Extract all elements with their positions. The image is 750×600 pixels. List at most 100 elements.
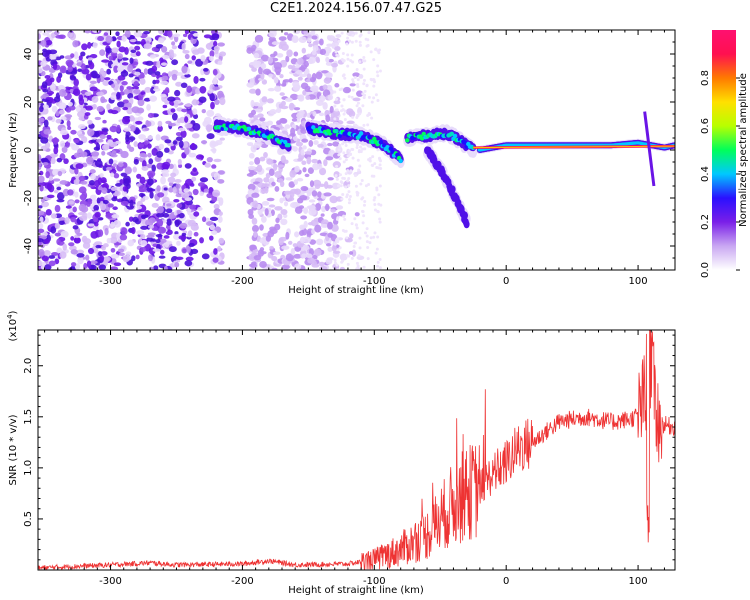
spectrogram-noise-blob bbox=[58, 102, 67, 110]
spectrogram-noise-blob bbox=[355, 267, 359, 270]
spectrogram-noise-blob bbox=[367, 182, 371, 186]
spectrogram-noise-blob bbox=[168, 186, 174, 193]
spectrogram-noise-blob bbox=[192, 167, 197, 172]
spectrogram-noise-blob bbox=[40, 39, 47, 47]
spectrogram-noise-blob bbox=[364, 37, 368, 41]
spectrogram-noise-blob bbox=[161, 75, 169, 81]
spectrogram-noise-blob bbox=[99, 131, 108, 136]
spectrogram-noise-blob bbox=[315, 238, 324, 246]
spectrogram-noise-blob bbox=[273, 76, 279, 84]
spectrogram-noise-blob bbox=[348, 198, 352, 202]
spectrogram-noise-blob bbox=[73, 78, 79, 87]
spectrogram-noise-blob bbox=[77, 68, 83, 72]
spectrogram-noise-blob bbox=[350, 222, 354, 226]
spectrogram-noise-blob bbox=[147, 143, 152, 149]
spectrogram-noise-blob bbox=[288, 102, 295, 111]
spectrogram-noise-blob bbox=[95, 244, 102, 249]
spectrogram-noise-blob bbox=[311, 50, 317, 56]
spectrogram-noise-blob bbox=[158, 30, 165, 35]
spectrogram-noise-blob bbox=[349, 83, 356, 87]
spectrogram-noise-blob bbox=[361, 104, 365, 108]
spectrogram-noise-blob bbox=[156, 150, 164, 158]
spectrogram-noise-blob bbox=[368, 241, 372, 245]
spectrogram-noise-blob bbox=[156, 60, 161, 69]
spectrogram-noise-blob bbox=[313, 140, 319, 145]
spectrogram-noise-blob bbox=[39, 170, 44, 176]
spectrogram-noise-blob bbox=[123, 127, 131, 132]
snr-frame bbox=[37, 329, 676, 571]
spectrogram-noise-blob bbox=[110, 253, 120, 259]
spectrogram-noise-blob bbox=[370, 116, 374, 120]
spectrogram-noise-blob bbox=[126, 107, 133, 115]
spectrogram-noise-blob bbox=[43, 129, 52, 135]
spectrogram-noise-blob bbox=[358, 34, 362, 38]
spectrogram-noise-blob bbox=[362, 78, 366, 82]
spectrogram-noise-blob bbox=[320, 213, 325, 217]
spectrogram-noise-blob bbox=[310, 219, 319, 227]
spectrogram-noise-blob bbox=[53, 189, 59, 194]
ridge-body bbox=[449, 185, 456, 194]
spectrogram-noise-blob bbox=[64, 141, 70, 148]
spectrogram-noise-blob bbox=[253, 60, 262, 66]
spectrogram-noise-blob bbox=[120, 227, 128, 236]
spectrogram-noise-blob bbox=[214, 99, 220, 106]
spectrogram-noise-blob bbox=[42, 32, 50, 36]
x-tick-label: 0 bbox=[503, 276, 509, 287]
spectrogram-noise-blob bbox=[167, 30, 173, 38]
spectrogram-noise-blob bbox=[335, 34, 342, 38]
ridge-core bbox=[378, 139, 384, 145]
spectrogram-noise-blob bbox=[147, 170, 156, 178]
spectrogram-noise-blob bbox=[357, 168, 361, 172]
spectrogram-noise-blob bbox=[120, 70, 129, 77]
spectrogram-noise-blob bbox=[193, 113, 199, 120]
spectrogram-noise-blob bbox=[351, 33, 355, 37]
spectrogram-noise-blob bbox=[64, 217, 70, 225]
spectrogram-noise-blob bbox=[100, 98, 108, 103]
spectrogram-noise-blob bbox=[333, 45, 341, 52]
spectrogram-noise-blob bbox=[88, 61, 95, 70]
spectrogram-noise-blob bbox=[156, 219, 164, 227]
spectrogram-noise-blob bbox=[70, 236, 75, 241]
spectrogram-noise-blob bbox=[374, 93, 378, 97]
spectrogram-noise-blob bbox=[289, 170, 296, 178]
spectrogram-noise-blob bbox=[341, 176, 345, 180]
spectrogram-noise-blob bbox=[217, 215, 223, 223]
spectrogram-noise-blob bbox=[253, 52, 260, 59]
spectrogram-noise-blob bbox=[135, 120, 143, 125]
spectrogram-noise-blob bbox=[211, 230, 218, 235]
spectrogram-noise-blob bbox=[266, 158, 274, 165]
spectrogram-noise-blob bbox=[360, 178, 364, 182]
spectrogram-noise-blob bbox=[211, 33, 220, 41]
spectrogram-noise-blob bbox=[91, 70, 98, 79]
x-axis-title: Height of straight line (km) bbox=[288, 285, 424, 296]
spectrogram-noise-blob bbox=[315, 71, 323, 80]
spectrogram-noise-blob bbox=[292, 135, 298, 142]
spectrogram-noise-blob bbox=[261, 215, 267, 223]
spectrogram-noise-blob bbox=[156, 185, 161, 192]
spectrogram-noise-blob bbox=[276, 120, 282, 125]
spectrogram-noise-blob bbox=[330, 208, 336, 213]
ridge-core bbox=[449, 131, 454, 137]
spectrogram-noise-blob bbox=[300, 215, 308, 220]
spectrogram-noise-blob bbox=[344, 185, 348, 189]
spectrogram-noise-blob bbox=[303, 186, 309, 192]
spectrogram-noise-blob bbox=[372, 78, 376, 82]
spectrogram-noise-blob bbox=[184, 30, 190, 35]
spectrogram-noise-blob bbox=[184, 260, 193, 267]
spectrogram-noise-blob bbox=[68, 242, 75, 247]
spectrogram-noise-blob bbox=[275, 107, 282, 113]
ridge-core bbox=[286, 142, 291, 148]
spectrogram-noise-blob bbox=[74, 199, 80, 204]
spectrogram-noise-blob bbox=[129, 116, 136, 122]
spectrogram-noise-blob bbox=[183, 201, 190, 205]
spectrogram-noise-blob bbox=[203, 34, 212, 39]
spectrogram-noise-blob bbox=[326, 184, 333, 189]
spectrogram-noise-blob bbox=[46, 194, 55, 199]
spectrogram-noise-blob bbox=[309, 180, 315, 188]
spectrogram-noise-blob bbox=[308, 187, 317, 192]
spectrogram-noise-blob bbox=[38, 30, 43, 34]
spectrogram-noise-blob bbox=[295, 141, 304, 147]
spectrogram-noise-blob bbox=[98, 264, 107, 270]
spectrogram-noise-blob bbox=[201, 140, 208, 145]
spectrogram-noise-blob bbox=[155, 239, 161, 244]
